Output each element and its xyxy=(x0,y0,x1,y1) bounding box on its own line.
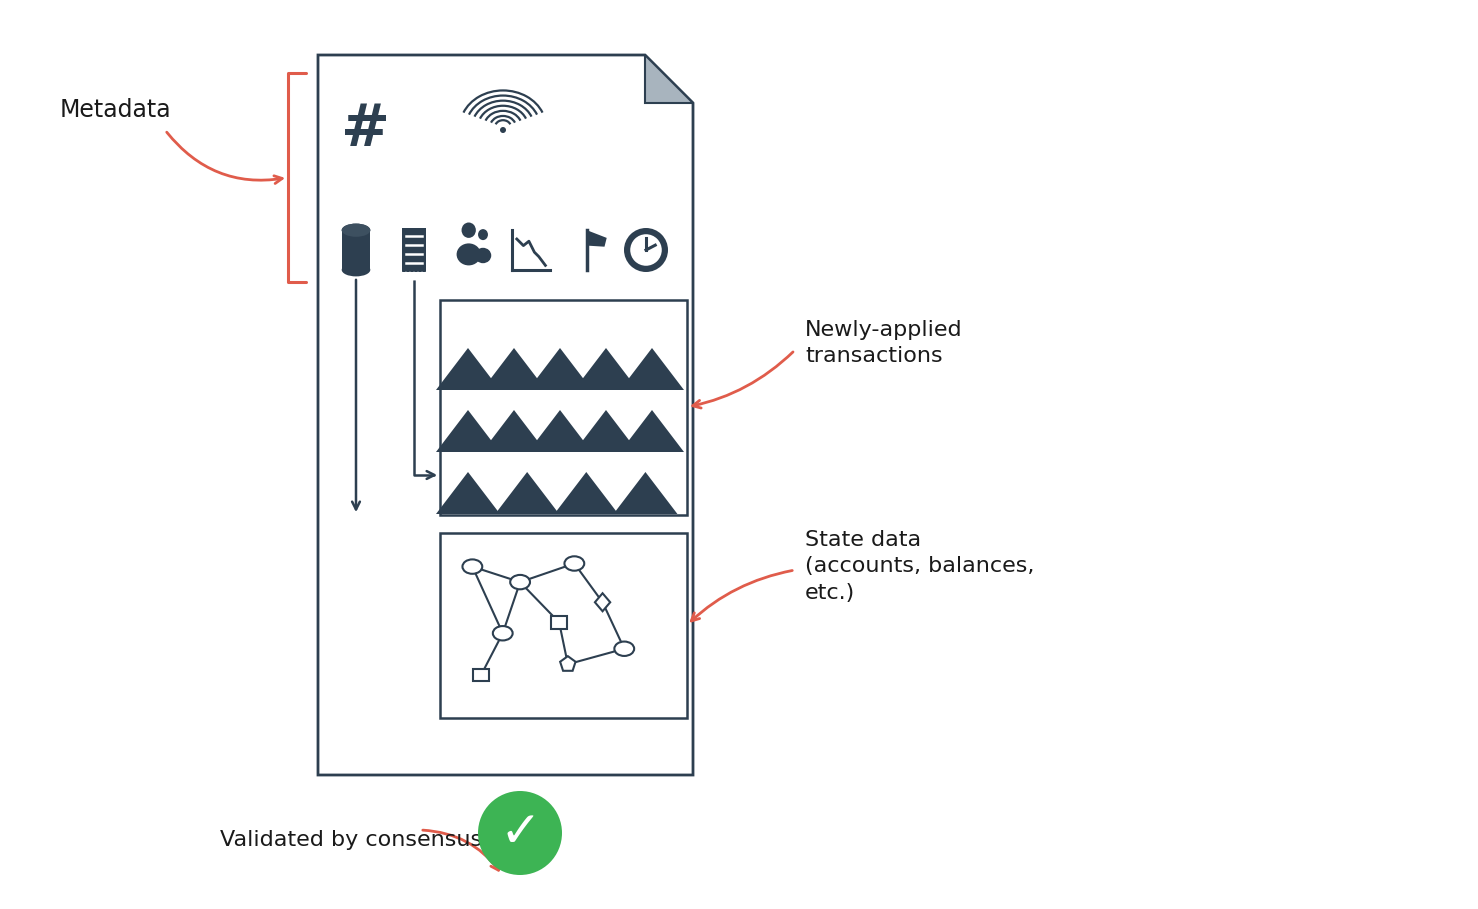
Polygon shape xyxy=(436,472,500,514)
Circle shape xyxy=(628,233,664,267)
Polygon shape xyxy=(482,348,545,390)
Ellipse shape xyxy=(615,642,634,656)
Ellipse shape xyxy=(477,229,488,240)
Circle shape xyxy=(477,791,562,875)
Text: State data
(accounts, balances,
etc.): State data (accounts, balances, etc.) xyxy=(806,530,1035,603)
Polygon shape xyxy=(596,594,610,611)
Polygon shape xyxy=(573,348,638,390)
Polygon shape xyxy=(573,410,638,452)
Text: ✓: ✓ xyxy=(500,809,541,857)
Polygon shape xyxy=(619,410,684,452)
Polygon shape xyxy=(528,348,593,390)
Text: Newly-applied
transactions: Newly-applied transactions xyxy=(806,320,962,366)
Text: Metadata: Metadata xyxy=(61,98,171,122)
Bar xyxy=(440,300,687,515)
Polygon shape xyxy=(560,656,575,671)
Polygon shape xyxy=(402,272,426,280)
Text: Validated by consensus: Validated by consensus xyxy=(220,830,482,850)
FancyBboxPatch shape xyxy=(341,230,371,270)
Bar xyxy=(551,616,568,629)
Ellipse shape xyxy=(463,559,482,574)
Bar xyxy=(440,533,687,718)
Polygon shape xyxy=(436,348,500,390)
Polygon shape xyxy=(587,230,606,246)
Polygon shape xyxy=(613,472,677,514)
Polygon shape xyxy=(495,472,559,514)
Ellipse shape xyxy=(341,224,371,237)
Ellipse shape xyxy=(457,244,480,265)
Ellipse shape xyxy=(565,556,584,571)
Polygon shape xyxy=(436,410,500,452)
Polygon shape xyxy=(644,55,693,103)
Ellipse shape xyxy=(341,224,371,237)
Ellipse shape xyxy=(474,248,491,264)
Ellipse shape xyxy=(492,626,513,641)
Text: #: # xyxy=(341,102,390,158)
Polygon shape xyxy=(318,55,693,775)
Polygon shape xyxy=(554,472,618,514)
Ellipse shape xyxy=(461,223,476,238)
Ellipse shape xyxy=(510,574,531,589)
Bar xyxy=(402,228,426,272)
Polygon shape xyxy=(482,410,545,452)
Ellipse shape xyxy=(341,264,371,276)
Polygon shape xyxy=(619,348,684,390)
Circle shape xyxy=(500,127,505,133)
Polygon shape xyxy=(528,410,593,452)
Bar xyxy=(473,669,489,682)
Circle shape xyxy=(624,228,668,272)
